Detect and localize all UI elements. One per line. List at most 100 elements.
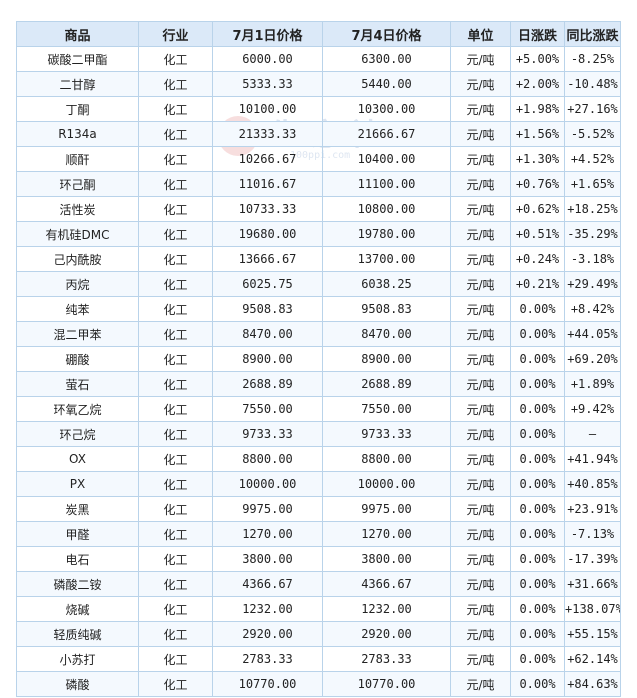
commodity-name-link[interactable]: OX xyxy=(16,446,139,472)
daily-change-cell: 0.00% xyxy=(510,521,565,547)
commodity-name-link[interactable]: 纯苯 xyxy=(16,296,139,322)
table-row: 环氧乙烷 化工 7550.00 7550.00 元/吨 0.00% +9.42% xyxy=(16,396,621,422)
industry-cell: 化工 xyxy=(138,571,213,597)
commodity-name-link[interactable]: 硼酸 xyxy=(16,346,139,372)
unit-cell: 元/吨 xyxy=(450,621,511,647)
price-jul1-cell: 6025.75 xyxy=(212,271,323,297)
commodity-name-link[interactable]: 炭黑 xyxy=(16,496,139,522)
unit-cell: 元/吨 xyxy=(450,221,511,247)
commodity-name-link[interactable]: 顺酐 xyxy=(16,146,139,172)
header-price-jul1: 7月1日价格 xyxy=(212,21,323,47)
yoy-change-cell: +44.05% xyxy=(564,321,621,347)
commodity-name-link[interactable]: 环己酮 xyxy=(16,171,139,197)
commodity-name-link[interactable]: 萤石 xyxy=(16,371,139,397)
price-jul4-cell: 13700.00 xyxy=(322,246,451,272)
table-row: R134a 化工 21333.33 21666.67 元/吨 +1.56% -5.52% xyxy=(16,121,621,147)
price-jul1-cell: 2920.00 xyxy=(212,621,323,647)
price-jul4-cell: 7550.00 xyxy=(322,396,451,422)
price-jul1-cell: 5333.33 xyxy=(212,71,323,97)
commodity-name-link[interactable]: 烧碱 xyxy=(16,596,139,622)
price-jul1-cell: 10266.67 xyxy=(212,146,323,172)
daily-change-cell: +0.24% xyxy=(510,246,565,272)
price-jul1-cell: 1270.00 xyxy=(212,521,323,547)
yoy-change-cell: +41.94% xyxy=(564,446,621,472)
price-jul4-cell: 2783.33 xyxy=(322,646,451,672)
unit-cell: 元/吨 xyxy=(450,96,511,122)
industry-cell: 化工 xyxy=(138,621,213,647)
commodity-name-link[interactable]: 轻质纯碱 xyxy=(16,621,139,647)
commodity-name-link[interactable]: 己内酰胺 xyxy=(16,246,139,272)
commodity-name-link[interactable]: 磷酸 xyxy=(16,671,139,697)
commodity-name-link[interactable]: 二甘醇 xyxy=(16,71,139,97)
price-jul4-cell: 4366.67 xyxy=(322,571,451,597)
commodity-name-link[interactable]: 碳酸二甲酯 xyxy=(16,46,139,72)
industry-cell: 化工 xyxy=(138,471,213,497)
industry-cell: 化工 xyxy=(138,46,213,72)
price-jul4-cell: 10300.00 xyxy=(322,96,451,122)
commodity-name-link[interactable]: 甲醛 xyxy=(16,521,139,547)
commodity-name-link[interactable]: 环己烷 xyxy=(16,421,139,447)
table-row: 电石 化工 3800.00 3800.00 元/吨 0.00% -17.39% xyxy=(16,546,621,572)
price-jul1-cell: 10100.00 xyxy=(212,96,323,122)
daily-change-cell: 0.00% xyxy=(510,346,565,372)
table-row: 活性炭 化工 10733.33 10800.00 元/吨 +0.62% +18.25% xyxy=(16,196,621,222)
price-jul4-cell: 10400.00 xyxy=(322,146,451,172)
daily-change-cell: 0.00% xyxy=(510,621,565,647)
industry-cell: 化工 xyxy=(138,421,213,447)
daily-change-cell: +0.21% xyxy=(510,271,565,297)
commodity-name-link[interactable]: 电石 xyxy=(16,546,139,572)
unit-cell: 元/吨 xyxy=(450,71,511,97)
price-jul1-cell: 8800.00 xyxy=(212,446,323,472)
daily-change-cell: 0.00% xyxy=(510,571,565,597)
commodity-name-link[interactable]: PX xyxy=(16,471,139,497)
price-jul4-cell: 9975.00 xyxy=(322,496,451,522)
commodity-name-link[interactable]: 磷酸二铵 xyxy=(16,571,139,597)
daily-change-cell: 0.00% xyxy=(510,321,565,347)
unit-cell: 元/吨 xyxy=(450,196,511,222)
table-row: 纯苯 化工 9508.83 9508.83 元/吨 0.00% +8.42% xyxy=(16,296,621,322)
price-jul4-cell: 2688.89 xyxy=(322,371,451,397)
yoy-change-cell: -5.52% xyxy=(564,121,621,147)
table-row: 己内酰胺 化工 13666.67 13700.00 元/吨 +0.24% -3.18% xyxy=(16,246,621,272)
daily-change-cell: 0.00% xyxy=(510,596,565,622)
header-price-jul4: 7月4日价格 xyxy=(322,21,451,47)
table-row: 甲醛 化工 1270.00 1270.00 元/吨 0.00% -7.13% xyxy=(16,521,621,547)
daily-change-cell: +0.51% xyxy=(510,221,565,247)
price-jul1-cell: 4366.67 xyxy=(212,571,323,597)
header-unit: 单位 xyxy=(450,21,511,47)
commodity-name-link[interactable]: R134a xyxy=(16,121,139,147)
industry-cell: 化工 xyxy=(138,221,213,247)
price-jul1-cell: 9975.00 xyxy=(212,496,323,522)
unit-cell: 元/吨 xyxy=(450,46,511,72)
price-jul1-cell: 11016.67 xyxy=(212,171,323,197)
industry-cell: 化工 xyxy=(138,596,213,622)
price-jul1-cell: 9508.83 xyxy=(212,296,323,322)
header-yoy-change: 同比涨跌 xyxy=(564,21,621,47)
yoy-change-cell: +18.25% xyxy=(564,196,621,222)
daily-change-cell: 0.00% xyxy=(510,446,565,472)
price-jul4-cell: 3800.00 xyxy=(322,546,451,572)
price-jul4-cell: 2920.00 xyxy=(322,621,451,647)
price-jul1-cell: 8900.00 xyxy=(212,346,323,372)
daily-change-cell: 0.00% xyxy=(510,296,565,322)
commodity-name-link[interactable]: 环氧乙烷 xyxy=(16,396,139,422)
industry-cell: 化工 xyxy=(138,396,213,422)
table-row: OX 化工 8800.00 8800.00 元/吨 0.00% +41.94% xyxy=(16,446,621,472)
unit-cell: 元/吨 xyxy=(450,421,511,447)
commodity-name-link[interactable]: 丙烷 xyxy=(16,271,139,297)
table-row: 轻质纯碱 化工 2920.00 2920.00 元/吨 0.00% +55.15% xyxy=(16,621,621,647)
price-jul4-cell: 6300.00 xyxy=(322,46,451,72)
price-jul1-cell: 8470.00 xyxy=(212,321,323,347)
yoy-change-cell: +27.16% xyxy=(564,96,621,122)
commodity-name-link[interactable]: 有机硅DMC xyxy=(16,221,139,247)
commodity-name-link[interactable]: 丁酮 xyxy=(16,96,139,122)
commodity-name-link[interactable]: 混二甲苯 xyxy=(16,321,139,347)
table-row: 环己烷 化工 9733.33 9733.33 元/吨 0.00% — xyxy=(16,421,621,447)
price-jul1-cell: 2688.89 xyxy=(212,371,323,397)
header-row: 商品 行业 7月1日价格 7月4日价格 单位 日涨跌 同比涨跌 xyxy=(16,21,621,47)
unit-cell: 元/吨 xyxy=(450,496,511,522)
commodity-name-link[interactable]: 活性炭 xyxy=(16,196,139,222)
yoy-change-cell: +31.66% xyxy=(564,571,621,597)
yoy-change-cell: -10.48% xyxy=(564,71,621,97)
commodity-name-link[interactable]: 小苏打 xyxy=(16,646,139,672)
